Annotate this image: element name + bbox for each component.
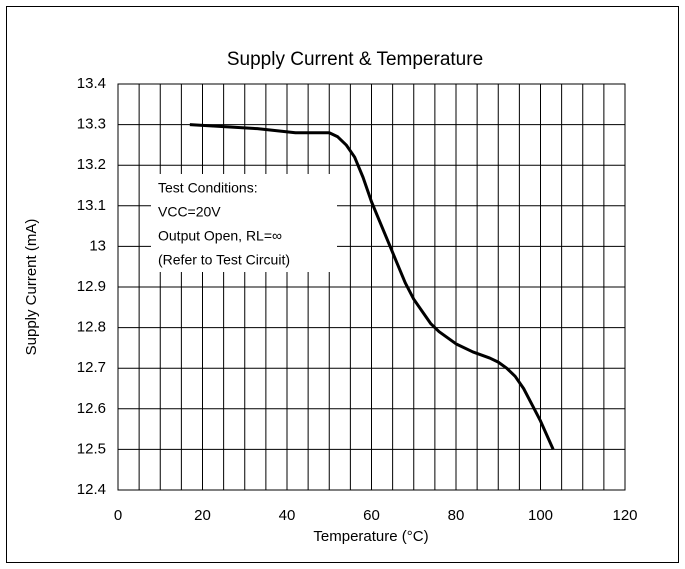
plot-border [117,83,626,491]
chart-title: Supply Current & Temperature [227,49,483,70]
y-tick-label: 13 [89,237,106,254]
annotation: Output Open, RL=∞ [158,228,282,244]
y-tick-label: 12.6 [77,400,106,417]
y-tick-label: 13.3 [77,116,106,133]
data-line [189,123,555,451]
y-tick-label: 12.5 [77,440,106,457]
annotation-box [151,174,337,272]
x-tick-label: 40 [279,507,296,524]
y-tick-label: 12.4 [77,481,106,498]
x-axis-label: Temperature (°C) [313,528,428,545]
y-tick-label: 12.7 [77,359,106,376]
y-tick-label: 13.4 [77,75,106,92]
x-tick-label: 60 [363,507,380,524]
x-tick-label: 20 [194,507,211,524]
x-tick-label: 80 [448,507,465,524]
annotation: Test Conditions: [158,180,258,196]
y-tick-label: 12.9 [77,278,106,295]
x-tick-label: 120 [612,507,637,524]
y-tick-label: 13.1 [77,197,106,214]
y-tick-label: 12.8 [77,319,106,336]
x-tick-label: 0 [114,507,122,524]
annotation: VCC=20V [158,204,221,220]
annotation: (Refer to Test Circuit) [158,252,290,268]
y-tick-label: 13.2 [77,156,106,173]
x-tick-label: 100 [528,507,553,524]
y-axis-label: Supply Current (mA) [23,219,40,356]
